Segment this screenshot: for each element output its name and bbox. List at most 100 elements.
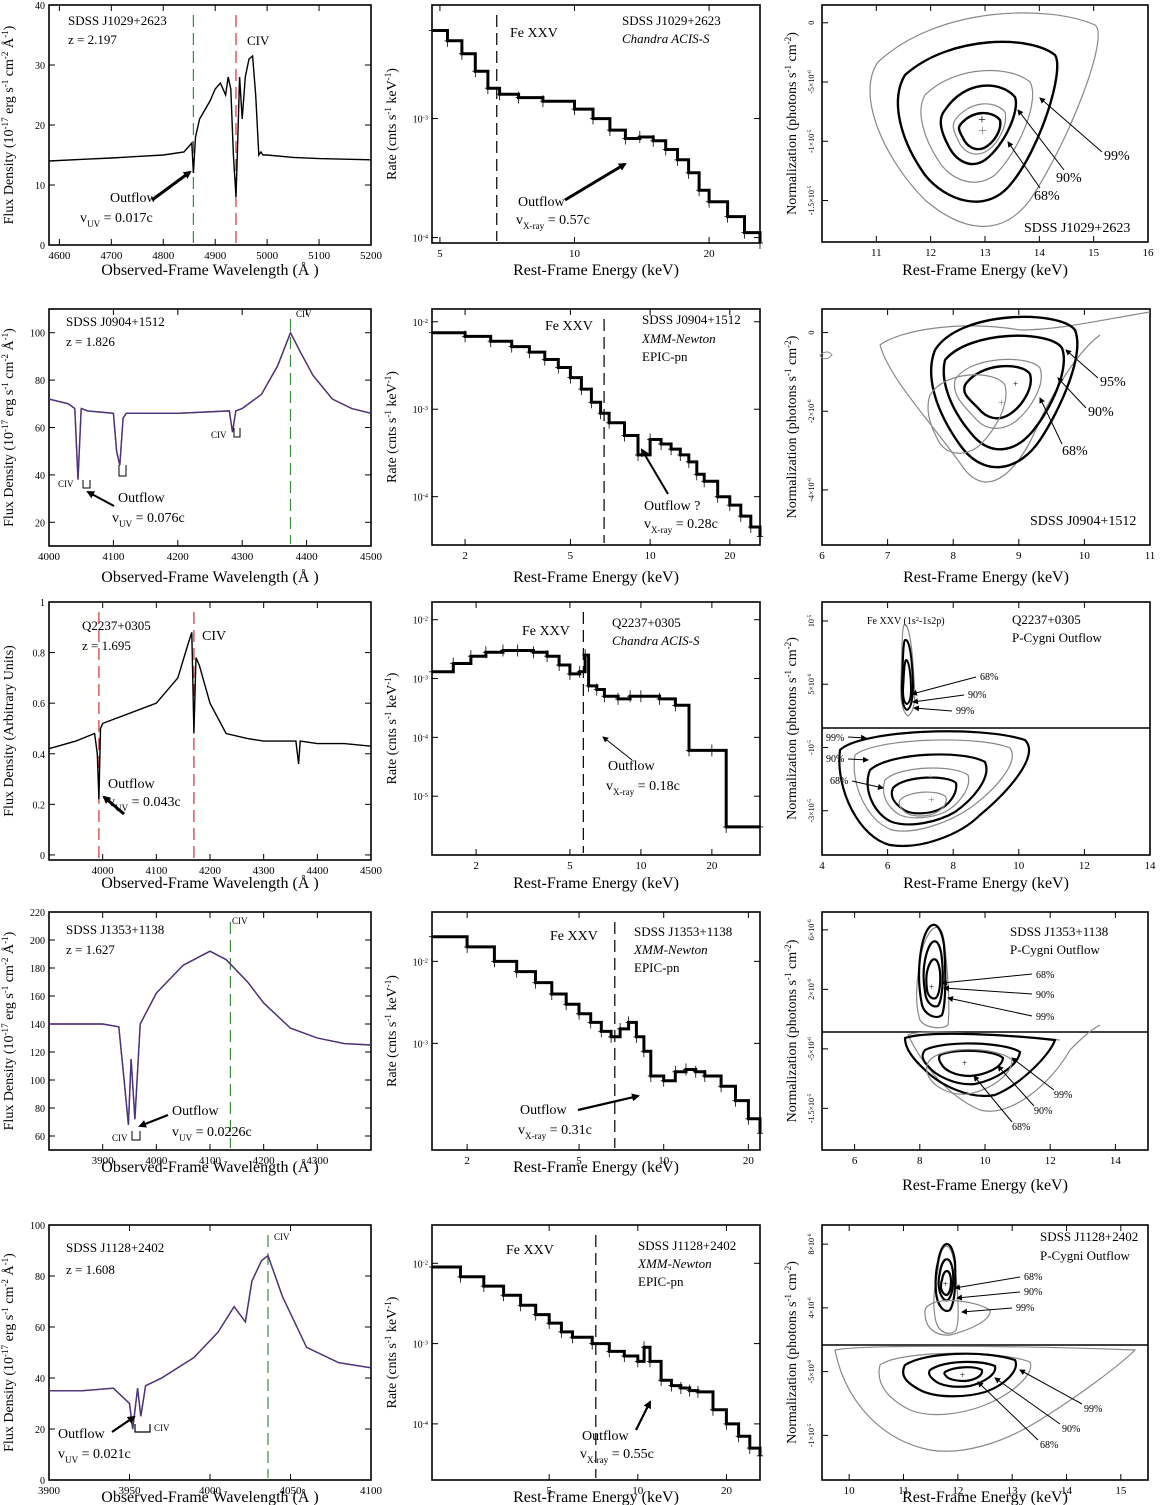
y-tick-label: -5×10-6: [807, 1359, 816, 1383]
x-axis-label: Rest-Frame Energy (keV): [513, 1159, 679, 1176]
annotation-99-upper: 99%: [956, 706, 974, 717]
plot-frame: [431, 911, 761, 1151]
x-tick-label: 4300: [231, 551, 254, 563]
panel-14: 5 10 20 10-4 10-3 10-2 Rest-Frame Energy (keV)…: [383, 1224, 763, 1505]
y-tick-label: 0.2: [33, 800, 46, 811]
annotation-outflow: Outflow: [118, 491, 166, 506]
x-tick-label: 3900: [38, 1485, 61, 1497]
annotation-object: SDSS J1128+2402: [66, 1240, 164, 1255]
annotation-object: SDSS J0904+1512: [1030, 514, 1136, 529]
outflow-arrow: [564, 162, 627, 202]
x-axis-label: Rest-Frame Energy (keV): [513, 262, 679, 279]
annotation-instrument: XMM-Newton: [637, 1256, 712, 1271]
annotation-99: 99%: [1104, 149, 1130, 164]
y-tick-label: 220: [30, 908, 45, 919]
y-tick-label: -5×10-6: [807, 70, 816, 94]
annotation-fe-xxv: Fe XXV: [550, 929, 598, 944]
chart-frame: 4 6 8 10 12 14 10-5 5×10-6 -10-5 -3×10-5 Rest-Fram…: [783, 601, 1156, 892]
annotation-outflow: Outflow: [582, 1429, 630, 1444]
annotation-object: SDSS J0904+1512: [66, 314, 165, 329]
x-tick-label: 5100: [308, 250, 331, 262]
annotation-p-cygni: P-Cygni Outflow: [1040, 1248, 1131, 1263]
annotation-90-lower: 90%: [1034, 1106, 1052, 1117]
y-tick-label: 10-2: [413, 615, 428, 627]
x-tick-label: 5200: [360, 250, 383, 262]
annotation-civ-2: CIV: [211, 430, 227, 440]
y-axis-label: Rate (cnts s-1 keV-1): [383, 672, 400, 784]
x-tick-label: 4000: [199, 1485, 222, 1497]
x-tick-label: 2: [462, 550, 468, 562]
annotation-object: SDSS J1029+2623: [622, 13, 721, 28]
y-axis-label: Flux Density (10-17 erg s-1 cm-2 Å-1): [0, 328, 17, 527]
y-tick-label: 40: [35, 471, 45, 482]
y-tick-label: 60: [35, 1323, 45, 1334]
x-tick-label: 14: [1034, 247, 1046, 259]
annotation-object: SDSS J1353+1138: [66, 922, 164, 937]
panel-4: 4000 4100 4200 4300 4400 4500 20 40 60 80 100 Obser…: [0, 308, 383, 586]
panel-2: 5 10 20 10-4 10-3 Rest-Frame Energy (keV) Rate…: [383, 4, 763, 279]
annotation-instrument: Chandra ACIS-S: [612, 633, 700, 648]
y-tick-label: 100: [30, 329, 45, 340]
y-axis-label: Flux Density (10-17 erg s-1 cm-2 Å-1): [0, 25, 17, 224]
y-tick-label: 10-4: [413, 233, 429, 245]
outflow-arrow: [640, 448, 669, 495]
x-tick-label: 10: [1079, 550, 1091, 562]
chart-frame: 2 5 10 20 10-4 10-3 10-2 Rest-Frame Energy (keV…: [383, 308, 763, 586]
x-tick-label: 13: [1007, 1485, 1019, 1497]
annotation-68: 68%: [1034, 189, 1060, 204]
annotation-detector: EPIC-pn: [642, 349, 688, 364]
x-tick-label: 4800: [152, 250, 175, 262]
x-tick-label: 10: [645, 550, 657, 562]
contour-set: + +: [819, 311, 1151, 483]
annotation-90-lower: 90%: [826, 754, 844, 765]
annotation-fe-xxv-transition: Fe XXV (1s2-1s2p): [867, 616, 945, 628]
annotation-68-upper: 68%: [980, 672, 998, 683]
x-tick-label: 3900: [92, 1155, 115, 1167]
annotation-instrument: XMM-Newton: [641, 331, 716, 346]
annotation-object: SDSS J1353+1138: [634, 924, 732, 939]
annotation-velocity: vX-ray = 0.28c: [644, 517, 718, 535]
x-tick-label: 4500: [360, 865, 383, 877]
x-tick-label: 4400: [306, 865, 329, 877]
chart-frame: 4600 4700 4800 4900 5000 5100 5200 0 10 20 30 40 Obs…: [0, 1, 383, 279]
annotation-object: SDSS J1128+2402: [1040, 1229, 1138, 1244]
annotation-detector: EPIC-pn: [634, 960, 680, 975]
x-tick-label: 2: [473, 860, 479, 872]
x-tick-label: 10: [1013, 860, 1025, 872]
annotation-99-upper: 99%: [1036, 1012, 1054, 1023]
y-axis-label: Normalization (photons s-1 cm-2): [783, 1261, 800, 1444]
annotation-redshift: z = 1.627: [66, 942, 115, 957]
annotation-99-upper: 99%: [1016, 1303, 1034, 1314]
x-tick-label: 4600: [48, 250, 71, 262]
annotation-fe-xxv: Fe XXV: [522, 624, 570, 639]
y-tick-label: 20: [35, 1425, 45, 1436]
y-tick-label: 10-5: [413, 792, 428, 804]
y-axis-label: Flux Density (10-17 erg s-1 cm-2 Å-1): [0, 931, 17, 1130]
annotation-instrument: Chandra ACIS-S: [622, 31, 710, 46]
x-tick-label: 16: [1143, 247, 1155, 259]
annotation-95: 95%: [1100, 375, 1126, 390]
x-tick-label: 4100: [360, 1485, 383, 1497]
x-tick-label: 2: [464, 1155, 470, 1167]
annotation-object: Q2237+0305: [612, 615, 681, 630]
series-line: [49, 1254, 372, 1430]
svg-text:+: +: [978, 113, 986, 128]
panel-6: 6 7 8 9 10 11 0 -2×10-6 -4×10-6 Rest-Frame Energy…: [783, 308, 1155, 586]
x-axis-label: Rest-Frame Energy (keV): [513, 1489, 679, 1505]
chart-frame: 5 10 20 10-4 10-3 Rest-Frame Energy (keV) Rate…: [383, 4, 763, 279]
series-line: [432, 935, 762, 1134]
y-tick-label: -1.5×10-5: [807, 1093, 816, 1123]
contour-set: + +: [903, 923, 1101, 1112]
y-tick-label: 8×10-6: [807, 1233, 816, 1254]
annotation-90-upper: 90%: [1024, 1287, 1042, 1298]
x-tick-label: 10: [635, 860, 647, 872]
x-tick-label: 5000: [256, 250, 279, 262]
y-tick-label: 0: [40, 851, 45, 862]
annotation-velocity: vUV = 0.017c: [80, 211, 153, 229]
x-axis-label: Rest-Frame Energy (keV): [903, 875, 1069, 892]
annotation-p-cygni: P-Cygni Outflow: [1010, 942, 1101, 957]
chart-frame: 3900 3950 4000 4050 4100 0 20 40 60 80 100 Observed…: [0, 1221, 383, 1505]
annotation-redshift: z = 1.826: [66, 334, 115, 349]
x-axis-label: Observed-Frame Wavelength (Å ): [101, 1488, 318, 1505]
